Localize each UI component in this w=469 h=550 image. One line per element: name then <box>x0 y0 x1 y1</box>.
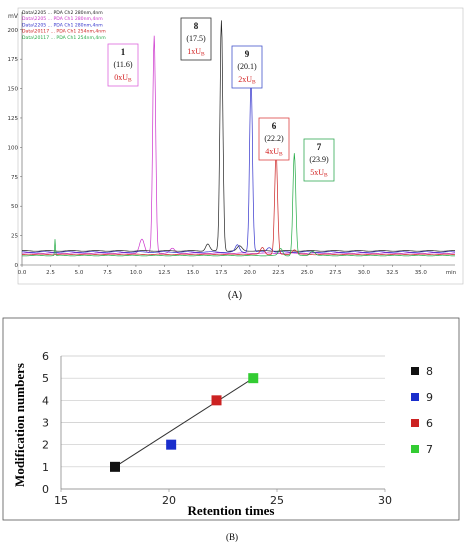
point-8 <box>110 461 120 472</box>
a-x-tick-label: 12.5 <box>158 270 171 276</box>
file-legend: Data\2205 ... PDA Ch2 280nm,4nmData\2205… <box>22 10 106 41</box>
b-y-tick-label: 2 <box>42 439 49 452</box>
file-legend-entry: Data\2205 ... PDA Ch2 280nm,4nm <box>22 10 103 16</box>
a-y-tick-label: 175 <box>8 57 19 63</box>
a-x-tick-label: 7.5 <box>103 270 112 276</box>
a-y-tick-label: 125 <box>8 116 19 122</box>
a-y-tick-label: 150 <box>8 87 19 93</box>
y-unit-label: mV <box>8 13 19 20</box>
peak-annotation-8: 8 (17.5) 1xUB <box>180 17 212 61</box>
panel-b-label: (B) <box>226 532 238 542</box>
a-x-tick-label: 30.0 <box>358 270 371 276</box>
compound-number: 8 <box>194 21 199 31</box>
annotation-box <box>180 17 212 61</box>
a-x-tick-label: 0.0 <box>18 270 27 276</box>
chromatogram-line <box>22 153 455 257</box>
trend-line <box>114 377 254 468</box>
peak-annotation-7: 7 (23.9) 5xUB <box>303 138 335 182</box>
b-y-tick-label: 0 <box>42 483 49 496</box>
annotation-box <box>231 45 263 89</box>
legend-marker-9 <box>411 393 419 401</box>
retention-time: (11.6) <box>113 60 132 69</box>
a-x-tick-label: 20.0 <box>244 270 257 276</box>
modification-count: 4xUB <box>265 147 283 158</box>
legend-label-7: 7 <box>426 443 433 456</box>
b-x-tick-label: 15 <box>54 494 68 507</box>
a-x-tick-label: 17.5 <box>215 270 228 276</box>
a-y-tick-label: 75 <box>11 175 18 181</box>
b-points <box>110 373 259 472</box>
panel-b-scatter: 0 1 2 3 4 5 6 15 20 25 30 8 9 6 7 Retention times Mod… <box>2 317 460 542</box>
peak-annotation-1: 1 (11.6) 0xUB <box>107 43 139 87</box>
b-y-tick-label: 3 <box>42 417 49 430</box>
a-x-tick-label: 10.0 <box>130 270 143 276</box>
legend-marker-8 <box>411 367 419 375</box>
a-x-tick-label: 35.0 <box>415 270 428 276</box>
b-legend: 8 9 6 7 <box>411 365 433 456</box>
annotation-box <box>303 138 335 182</box>
b-y-tick-label: 5 <box>42 372 49 385</box>
a-y-tick-label: 100 <box>8 145 19 151</box>
compound-number: 6 <box>272 121 277 131</box>
peak-annotation-9: 9 (20.1) 2xUB <box>231 45 263 89</box>
retention-time: (22.2) <box>264 134 284 143</box>
retention-time: (23.9) <box>309 155 329 164</box>
y-axis-title: Modification numbers <box>12 363 27 487</box>
a-series-lines <box>21 20 456 257</box>
a-x-tick-label: 5.0 <box>75 270 84 276</box>
legend-marker-7 <box>411 445 419 453</box>
peak-annotation-6: 6 (22.2) 4xUB <box>258 117 290 161</box>
compound-number: 9 <box>245 49 250 59</box>
chromatogram-line <box>21 79 456 253</box>
file-legend-entry: Data\2205 ... PDA Ch1 280nm,4nm <box>22 16 103 22</box>
a-x-tick-label: 32.5 <box>386 270 399 276</box>
b-axes: 0 1 2 3 4 5 6 15 20 25 30 <box>42 350 392 507</box>
compound-number: 7 <box>317 142 322 152</box>
legend-label-9: 9 <box>426 391 433 404</box>
a-x-tick-label: min <box>446 270 457 276</box>
a-y-tick-label: 50 <box>11 204 18 210</box>
retention-time: (17.5) <box>186 34 206 43</box>
a-x-tick-label: 2.5 <box>46 270 55 276</box>
legend-label-8: 8 <box>426 365 433 378</box>
compound-number: 1 <box>121 47 126 57</box>
chromatogram-line <box>22 35 455 254</box>
file-legend-entry: Data\20117 ... PDA Ch1 254nm,4nm <box>22 29 106 35</box>
retention-time: (20.1) <box>237 62 257 71</box>
modification-count: 0xUB <box>114 73 132 84</box>
a-y-tick-label: 25 <box>11 234 18 240</box>
annotation-box <box>258 117 290 161</box>
a-x-tick-label: 15.0 <box>187 270 200 276</box>
peak-annotations: 1 (11.6) 0xUB 8 (17.5) 1xUB 9 (20.1) 2xUB 6 (22.2)… <box>107 17 335 182</box>
modification-count: 1xUB <box>187 47 205 58</box>
modification-count: 2xUB <box>238 75 256 86</box>
a-x-tick-label: 22.5 <box>272 270 285 276</box>
b-y-tick-label: 4 <box>42 394 49 407</box>
panel-a-chromatogram: mV Data\2205 ... PDA Ch2 280nm,4nmData\2… <box>8 7 464 301</box>
chromatogram-line <box>22 152 456 256</box>
panel-b-frame <box>2 317 460 521</box>
b-y-tick-label: 6 <box>42 350 49 363</box>
b-x-tick-label: 25 <box>270 494 284 507</box>
a-y-tick-label: 0 <box>15 263 19 269</box>
a-y-tick-label: 200 <box>8 28 19 34</box>
b-y-tick-label: 1 <box>42 461 49 474</box>
modification-count: 5xUB <box>310 168 328 179</box>
legend-marker-6 <box>411 419 419 427</box>
point-7 <box>248 373 259 384</box>
b-x-tick-label: 30 <box>378 494 392 507</box>
file-legend-entry: Data\20117 ... PDA Ch1 254nm,4nm <box>22 35 106 41</box>
b-x-tick-label: 20 <box>162 494 176 507</box>
legend-label-6: 6 <box>426 417 433 430</box>
file-legend-entry: Data\2205 ... PDA Ch1 280nm,4nm <box>22 22 103 28</box>
point-9 <box>166 439 177 450</box>
point-6 <box>211 395 222 406</box>
a-x-tick-label: 27.5 <box>329 270 342 276</box>
annotation-box <box>107 43 139 87</box>
x-axis-title: Retention times <box>187 503 274 518</box>
a-x-tick-label: 25.0 <box>301 270 314 276</box>
panel-a-label: (A) <box>228 290 242 301</box>
